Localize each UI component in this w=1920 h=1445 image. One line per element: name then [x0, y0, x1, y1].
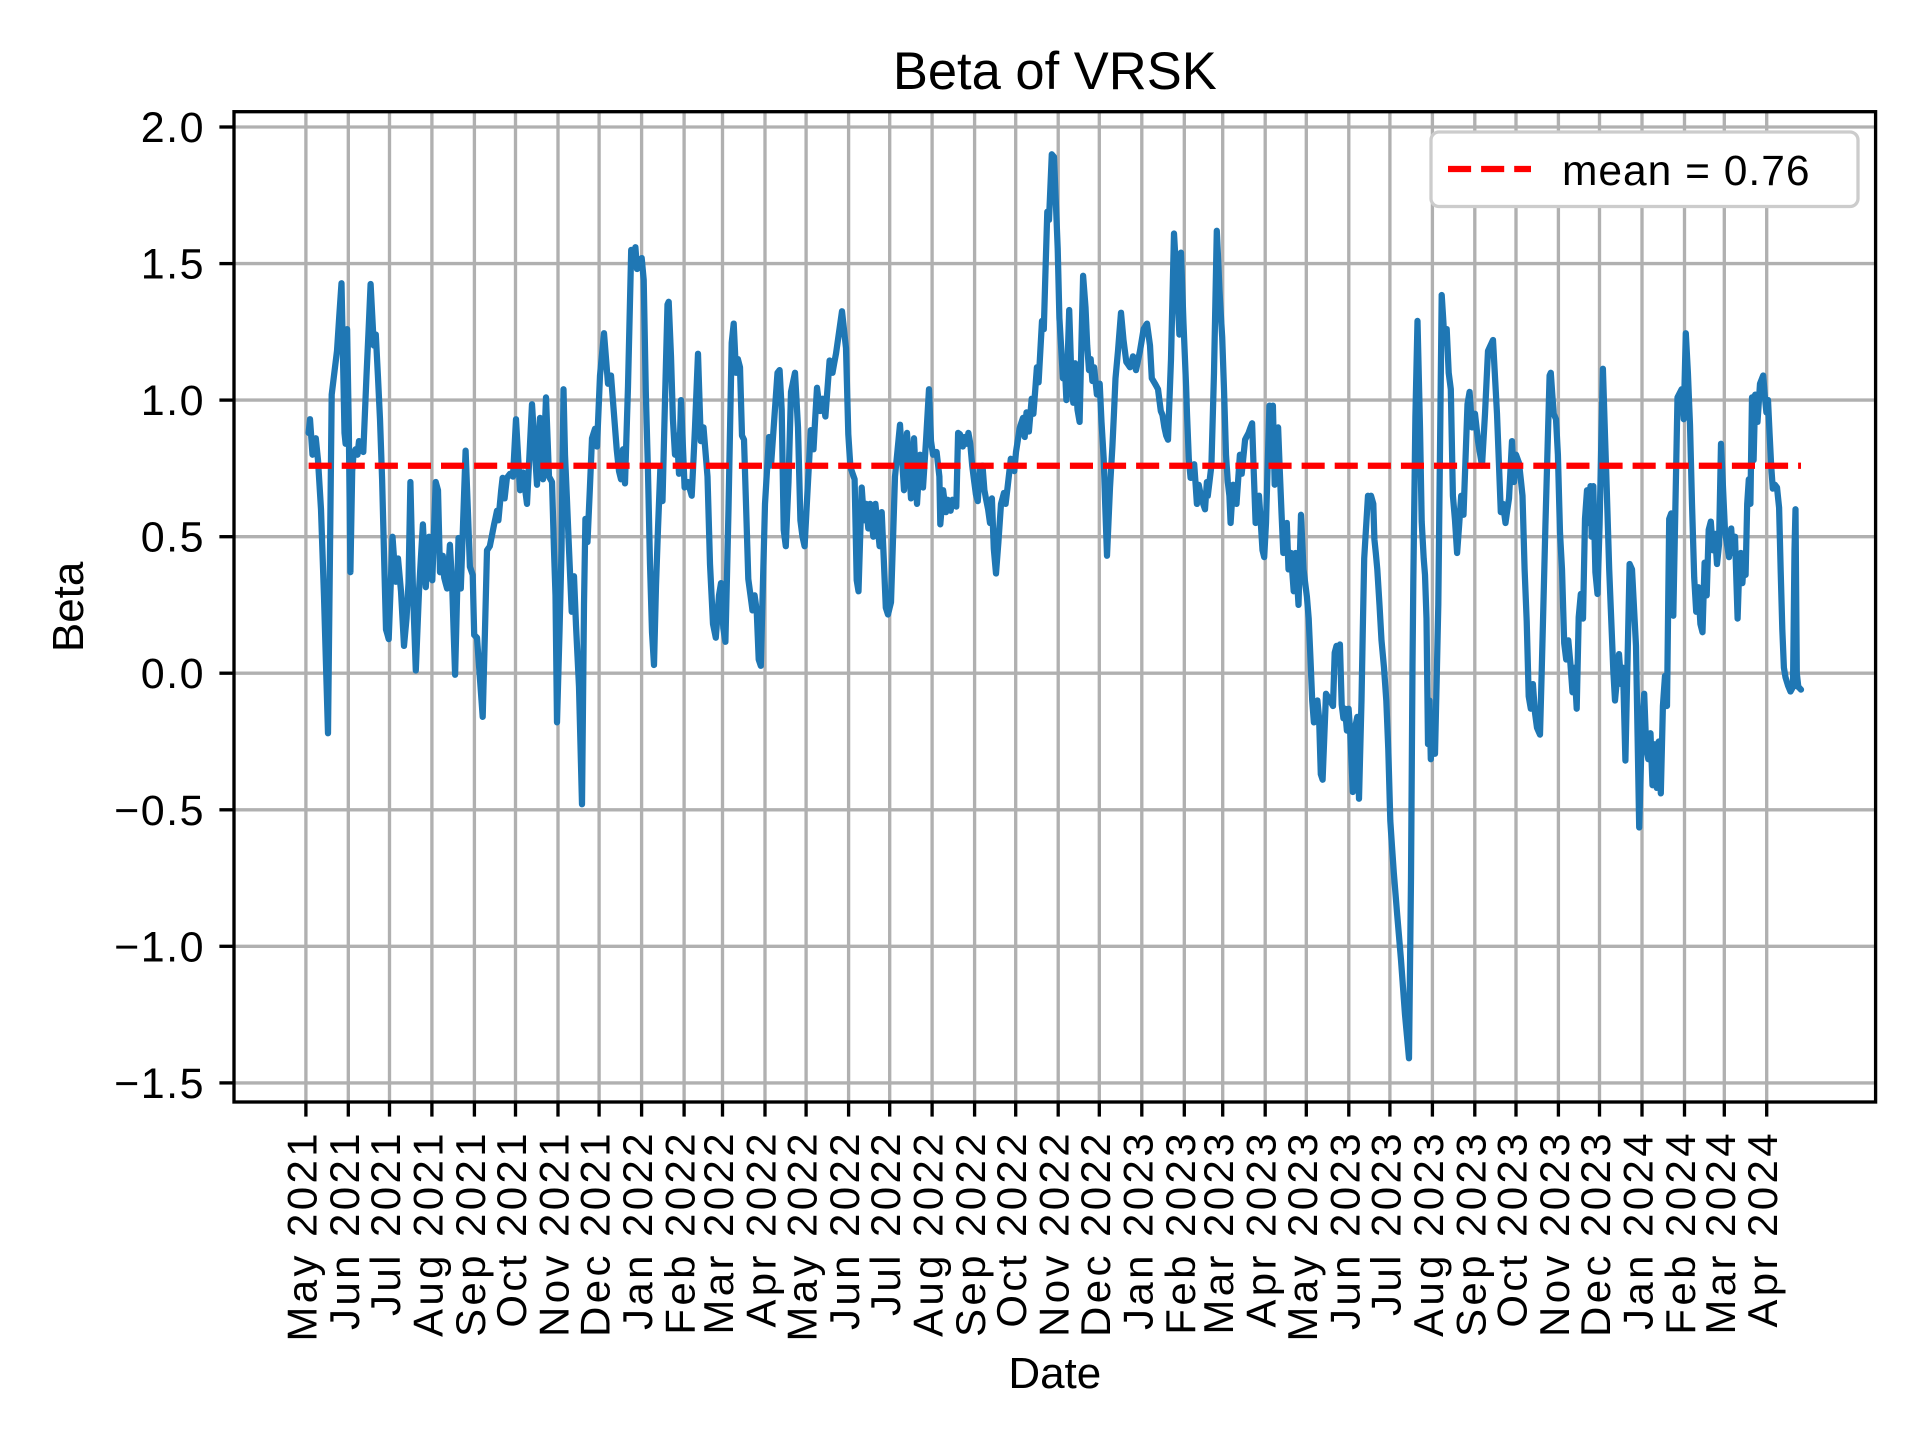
- svg-text:Mar 2024: Mar 2024: [1697, 1130, 1744, 1335]
- svg-text:2.0: 2.0: [141, 104, 205, 152]
- svg-text:−1.0: −1.0: [114, 923, 205, 971]
- svg-text:Mar 2022: Mar 2022: [695, 1130, 742, 1335]
- svg-text:0.5: 0.5: [141, 514, 205, 562]
- svg-text:−1.5: −1.5: [114, 1060, 205, 1108]
- svg-text:mean = 0.76: mean = 0.76: [1562, 148, 1810, 195]
- svg-text:Jun 2022: Jun 2022: [821, 1130, 868, 1330]
- svg-text:May 2023: May 2023: [1279, 1130, 1326, 1342]
- svg-text:May 2021: May 2021: [278, 1130, 325, 1342]
- svg-text:Sep 2022: Sep 2022: [947, 1130, 994, 1337]
- svg-text:Apr 2024: Apr 2024: [1739, 1130, 1786, 1328]
- svg-text:Jul 2021: Jul 2021: [362, 1130, 409, 1316]
- svg-text:Jun 2023: Jun 2023: [1321, 1130, 1368, 1330]
- svg-text:0.0: 0.0: [141, 650, 205, 698]
- svg-text:Jun 2021: Jun 2021: [321, 1130, 368, 1330]
- svg-text:Apr 2022: Apr 2022: [738, 1130, 785, 1328]
- svg-text:Sep 2023: Sep 2023: [1447, 1130, 1494, 1337]
- svg-text:Beta of VRSK: Beta of VRSK: [893, 42, 1217, 101]
- svg-text:Aug 2021: Aug 2021: [404, 1130, 451, 1337]
- svg-text:1.5: 1.5: [141, 241, 205, 289]
- svg-text:Jan 2024: Jan 2024: [1615, 1130, 1662, 1330]
- svg-text:1.0: 1.0: [141, 377, 205, 425]
- svg-text:−0.5: −0.5: [114, 787, 205, 835]
- svg-text:Dec 2021: Dec 2021: [572, 1130, 619, 1337]
- svg-text:Jan 2023: Jan 2023: [1114, 1130, 1161, 1330]
- svg-text:Mar 2023: Mar 2023: [1195, 1130, 1242, 1335]
- svg-text:Jul 2023: Jul 2023: [1362, 1130, 1409, 1316]
- svg-text:Nov 2023: Nov 2023: [1531, 1130, 1578, 1337]
- svg-text:Nov 2021: Nov 2021: [531, 1130, 578, 1337]
- svg-text:Nov 2022: Nov 2022: [1031, 1130, 1078, 1337]
- svg-text:Oct 2022: Oct 2022: [988, 1130, 1035, 1328]
- svg-text:Feb 2024: Feb 2024: [1657, 1130, 1704, 1335]
- svg-text:Jan 2022: Jan 2022: [614, 1130, 661, 1330]
- svg-text:Oct 2023: Oct 2023: [1489, 1130, 1536, 1328]
- svg-text:Jul 2022: Jul 2022: [862, 1130, 909, 1316]
- svg-text:Aug 2023: Aug 2023: [1405, 1130, 1452, 1337]
- svg-text:Feb 2022: Feb 2022: [657, 1130, 704, 1335]
- svg-text:Aug 2022: Aug 2022: [905, 1130, 952, 1337]
- svg-text:Oct 2021: Oct 2021: [488, 1130, 535, 1328]
- svg-text:May 2022: May 2022: [779, 1130, 826, 1342]
- svg-text:Beta: Beta: [44, 561, 93, 652]
- svg-text:Sep 2021: Sep 2021: [447, 1130, 494, 1337]
- svg-text:Feb 2023: Feb 2023: [1157, 1130, 1204, 1335]
- svg-text:Dec 2022: Dec 2022: [1072, 1130, 1119, 1337]
- svg-text:Apr 2023: Apr 2023: [1238, 1130, 1285, 1328]
- svg-text:Dec 2023: Dec 2023: [1572, 1130, 1619, 1337]
- svg-text:Date: Date: [1008, 1349, 1101, 1398]
